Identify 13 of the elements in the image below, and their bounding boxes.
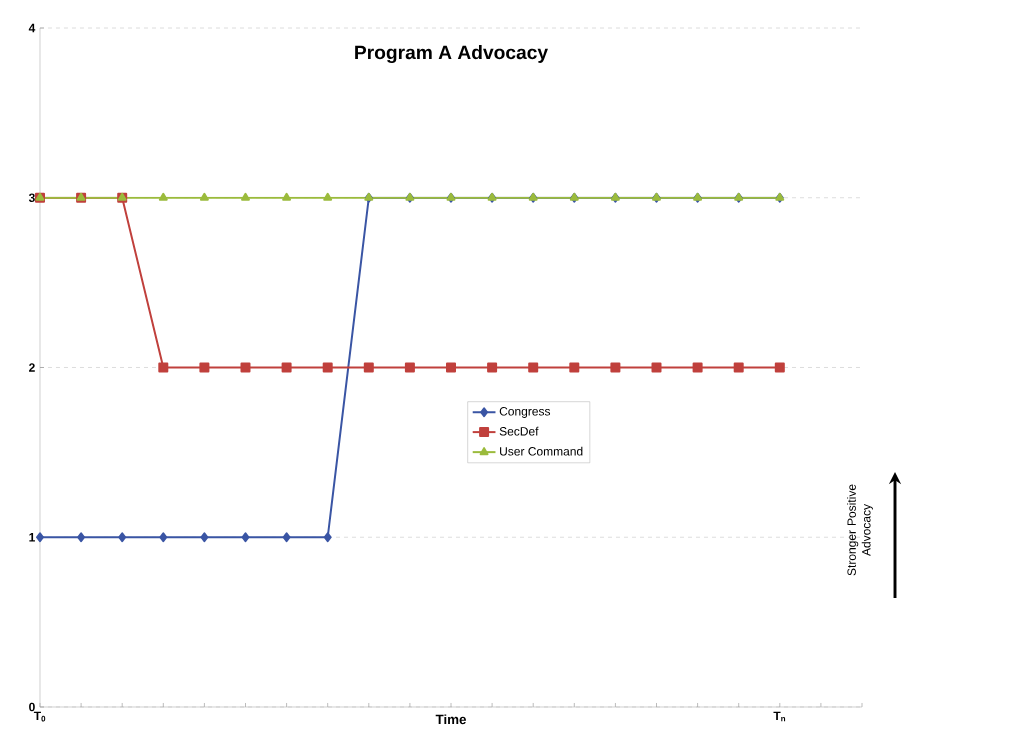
y-tick-label: 3 — [28, 193, 35, 202]
x-tick-label: T$_{0}$ — [33, 711, 46, 722]
annotation: Stronger Positive Advocacy — [847, 484, 873, 576]
legend-label: SecDef — [499, 426, 539, 436]
y-tick-label: 4 — [28, 23, 36, 33]
legend-label: User Command — [500, 446, 583, 456]
x-axis-title: Time — [435, 714, 466, 725]
legend-label: Congress — [499, 407, 551, 418]
y-tick-label: 1 — [29, 533, 35, 542]
y-tick-label: 0 — [29, 702, 35, 712]
y-tick-label: 2 — [29, 363, 35, 372]
x-tick-label: T$_{n}$ — [773, 711, 786, 722]
text: Program A Advocacy — [355, 45, 548, 64]
